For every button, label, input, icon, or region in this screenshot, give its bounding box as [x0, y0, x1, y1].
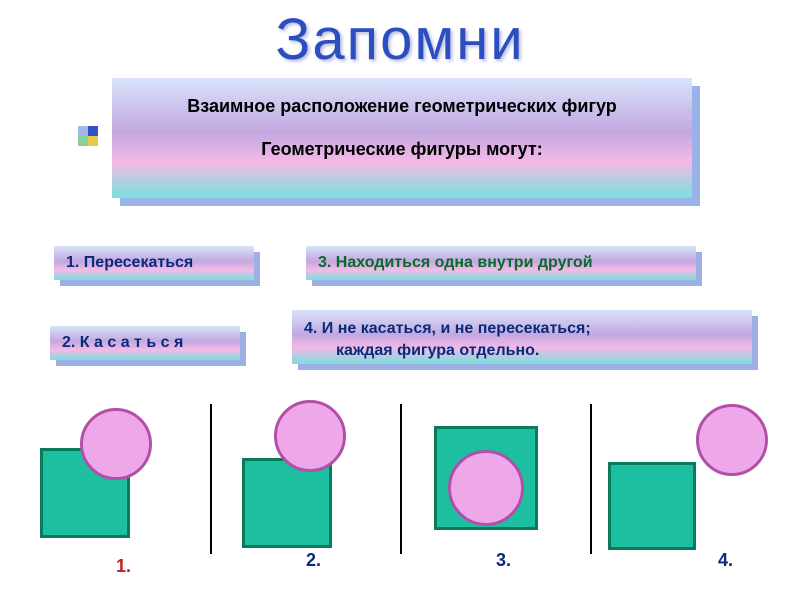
- circle-4: [696, 404, 768, 476]
- diagram-3: 3.: [400, 400, 590, 560]
- page-title: Запомни: [275, 6, 524, 73]
- bullet-icon: [78, 126, 100, 148]
- top-line-2: Геометрические фигуры могут:: [122, 135, 682, 164]
- option-2: 2. К а с а т ь с я: [50, 326, 240, 360]
- option-1: 1. Пересекаться: [54, 246, 254, 280]
- option-4: 4. И не касаться, и не пересекаться; каж…: [292, 310, 752, 364]
- diagram-1: 1.: [20, 400, 210, 560]
- option-4-line2: каждая фигура отдельно.: [304, 340, 740, 362]
- label-1: 1.: [116, 556, 131, 577]
- label-3: 3.: [496, 550, 511, 571]
- circle-2: [274, 400, 346, 472]
- option-4-line1: 4. И не касаться, и не пересекаться;: [304, 318, 740, 340]
- top-line-1: Взаимное расположение геометрических фиг…: [122, 92, 682, 121]
- diagrams-row: 1. 2. 3. 4.: [20, 400, 780, 590]
- square-2: [242, 458, 332, 548]
- square-4: [608, 462, 696, 550]
- option-3: 3. Находиться одна внутри другой: [306, 246, 696, 280]
- diagram-4: 4.: [590, 400, 780, 560]
- circle-3: [448, 450, 524, 526]
- label-4: 4.: [718, 550, 733, 571]
- diagram-2: 2.: [210, 400, 400, 560]
- label-2: 2.: [306, 550, 321, 571]
- circle-1: [80, 408, 152, 480]
- top-info-box: Взаимное расположение геометрических фиг…: [112, 78, 692, 198]
